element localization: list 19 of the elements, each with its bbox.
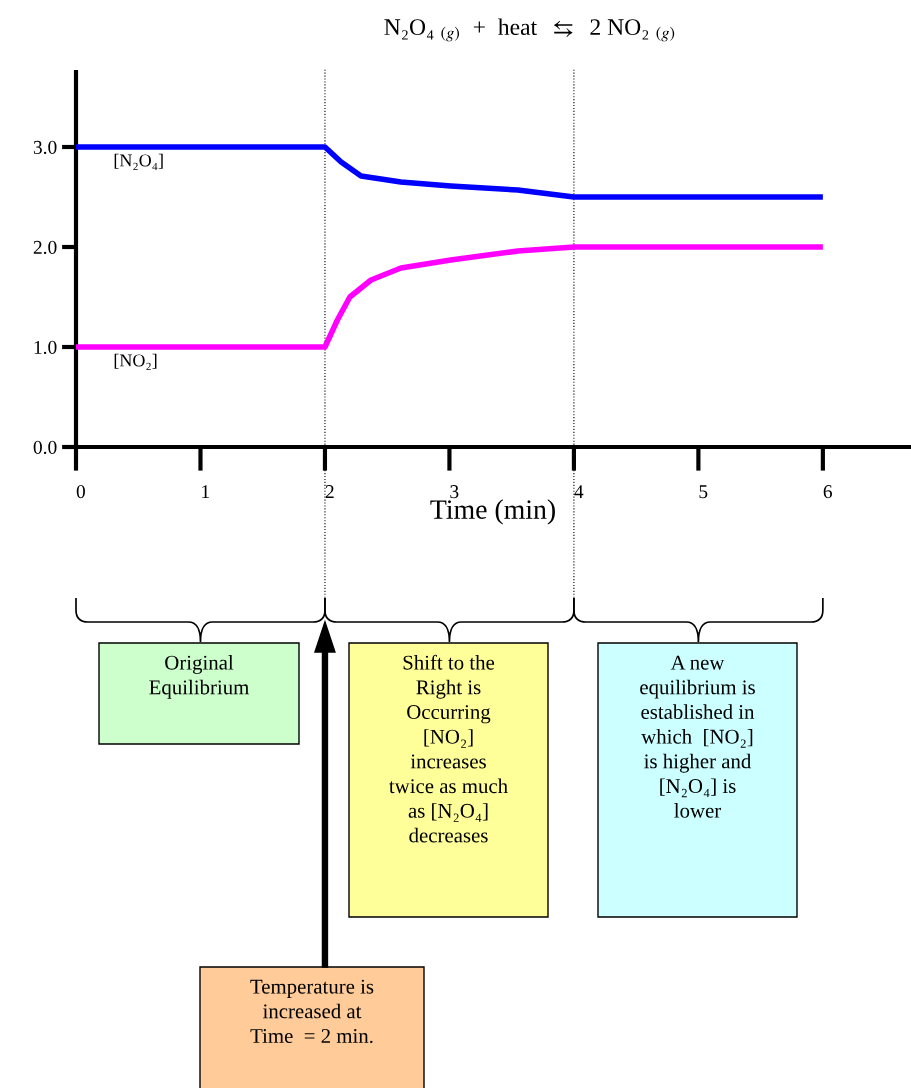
- x-tick-label: 2: [325, 485, 334, 498]
- y-tick-label: 2.0: [33, 240, 57, 255]
- x-tick-label: 0: [76, 485, 85, 499]
- x-tick-label: 3: [450, 485, 459, 499]
- series-label: [NO₂]: [114, 353, 157, 371]
- chart-title: N₂O₄ $_{(g)}$ + heat ⇆ 2 NO₂ $_{(g)}$: [384, 18, 675, 42]
- y-tick-label: 1.0: [34, 340, 57, 355]
- series-label: [N₂O₄]: [114, 153, 163, 171]
- x-tick-label: 5: [699, 485, 708, 499]
- x-tick-label: 1: [202, 485, 210, 498]
- text: Shift to the Right is Occurring [NO₂] increases twice as much as [N₂O₄] decreases: [389, 654, 508, 843]
- y-tick-label: 0.0: [33, 440, 57, 455]
- text: A new equilibrium is established in which [NO₂] is higher and [N₂O₄] is lower: [640, 655, 755, 818]
- text: Original Equilibrium: [149, 655, 250, 699]
- x-tick-label: 6: [823, 485, 833, 499]
- x-tick-label: 4: [574, 485, 584, 498]
- text: Temperature is increased at Time = 2 min.: [250, 979, 374, 1044]
- y-tick-label: 3.0: [33, 140, 57, 155]
- x-axis-title: Time (min): [430, 499, 555, 525]
